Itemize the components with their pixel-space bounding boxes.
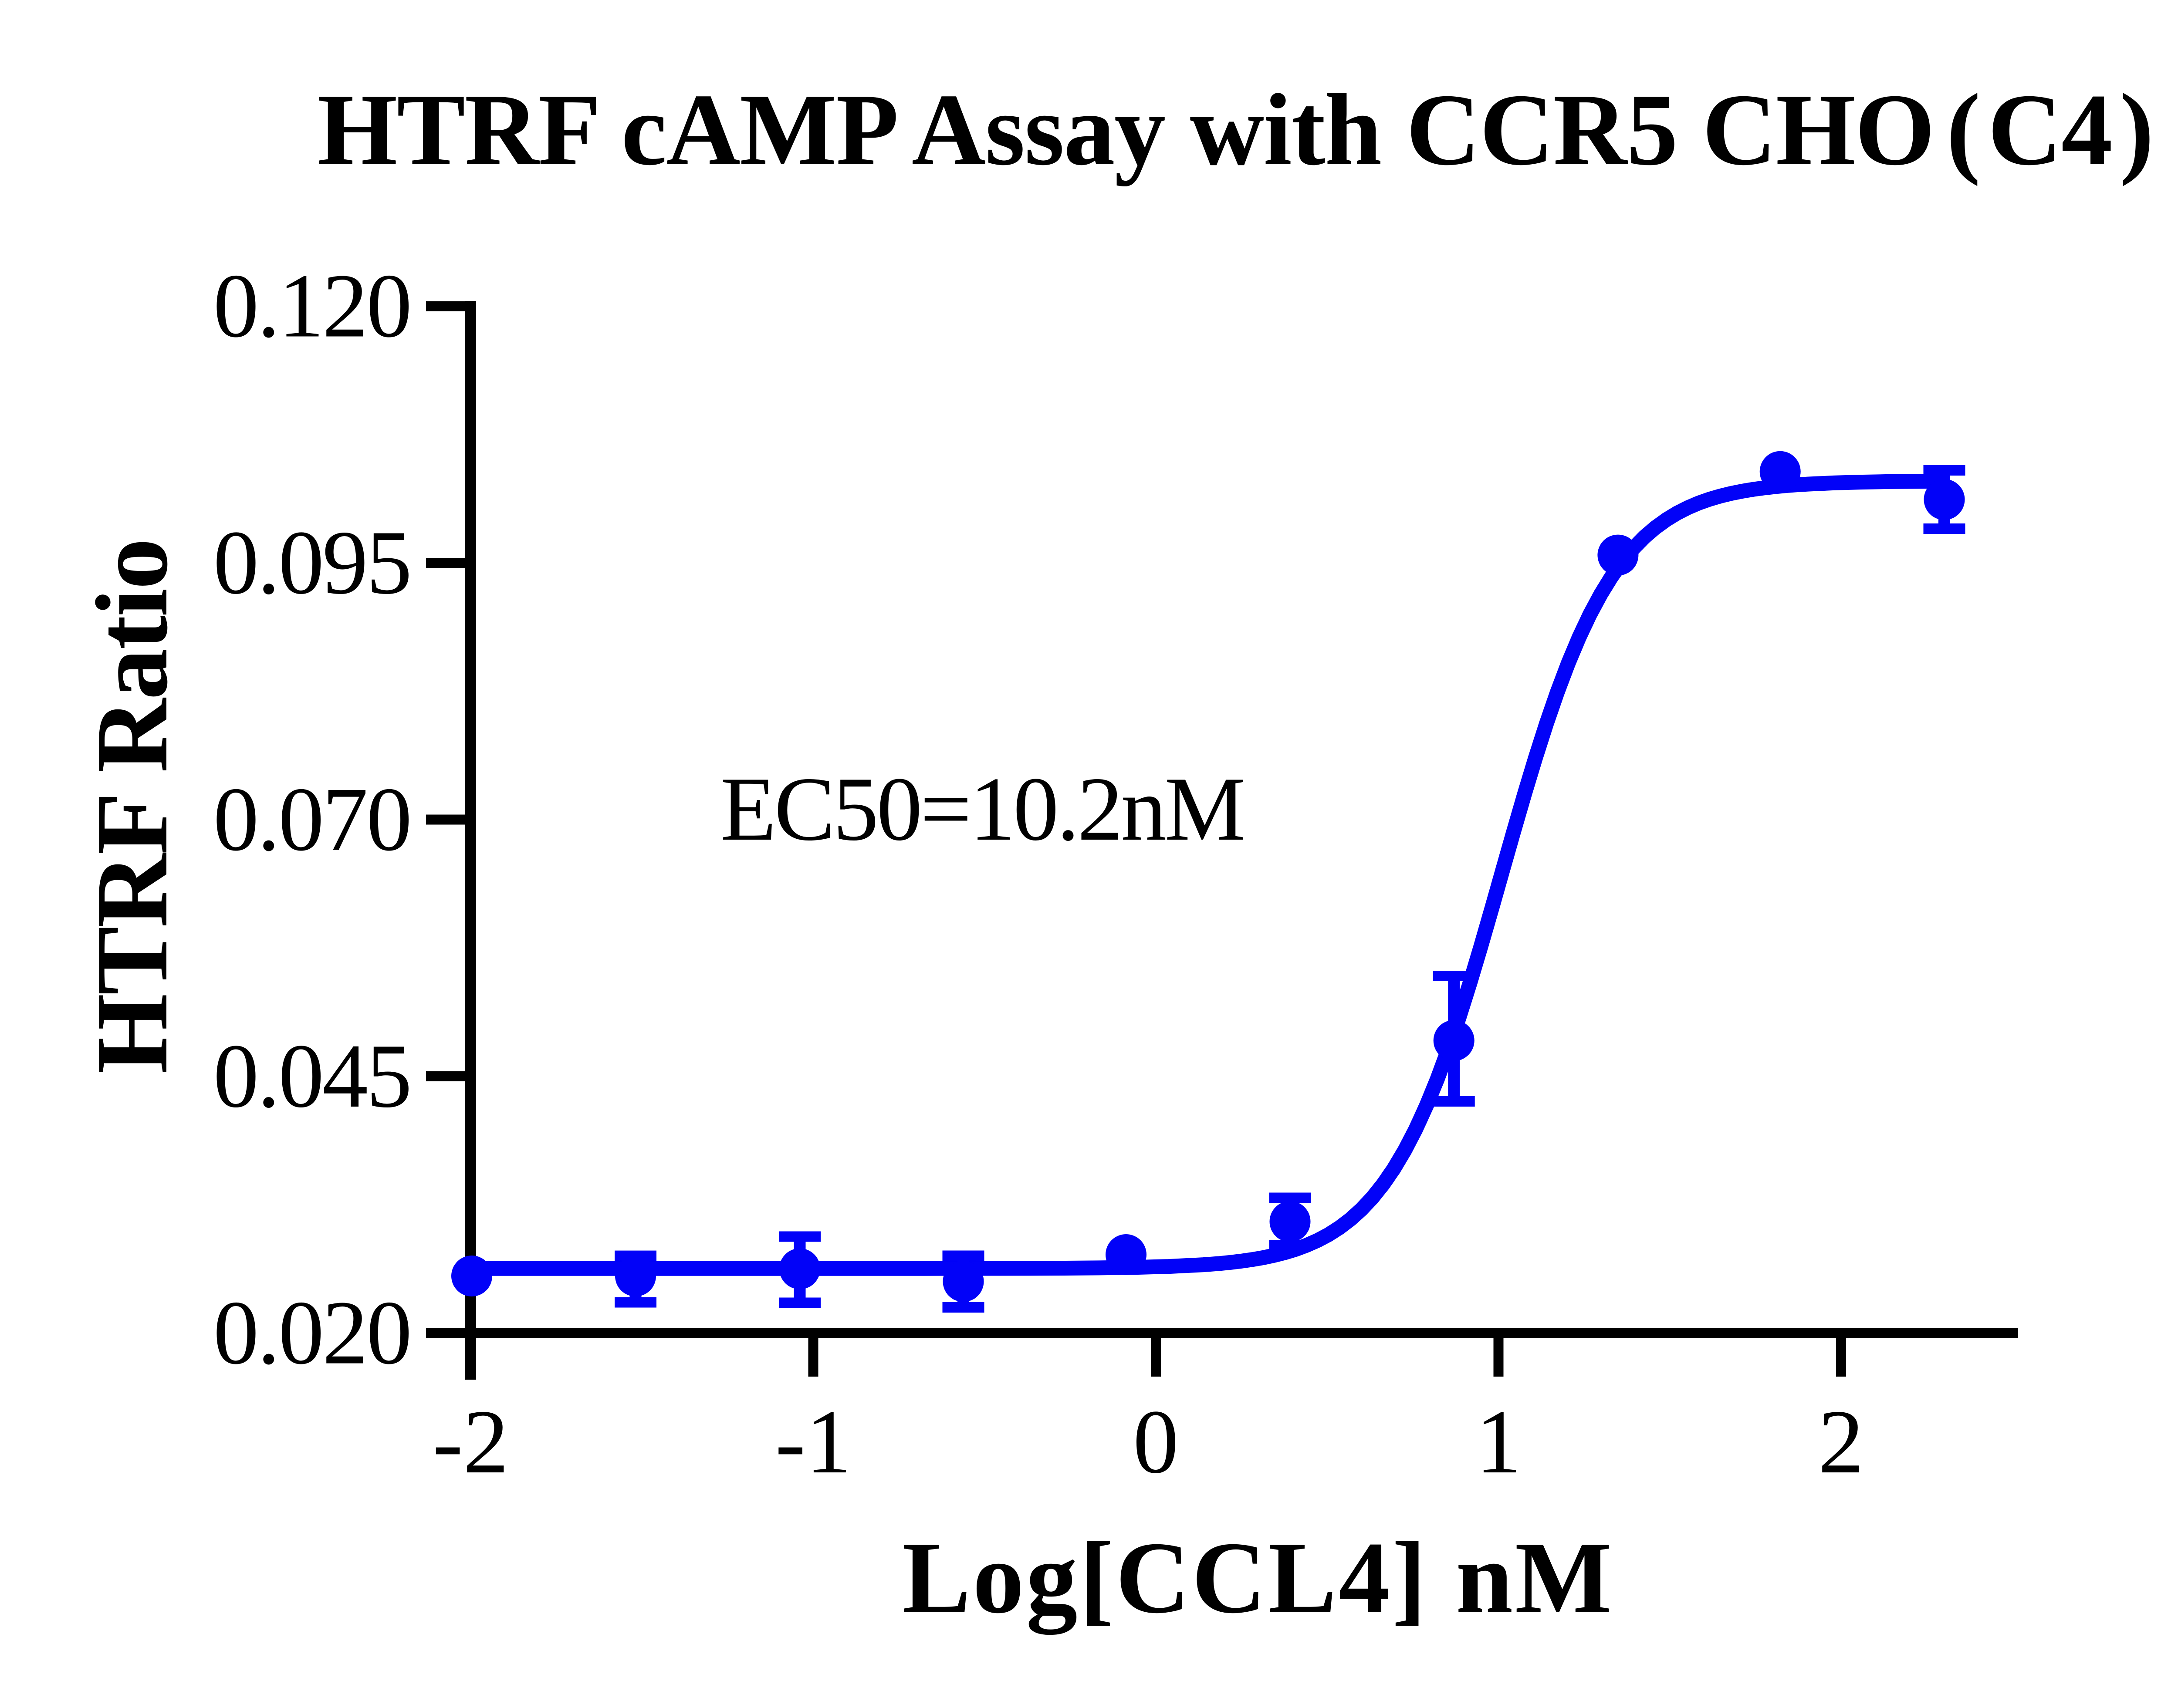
svg-text:HTRF cAMP Assay with CCR5 CHO(: HTRF cAMP Assay with CCR5 CHO (C4) bbox=[318, 73, 2153, 187]
svg-text:1: 1 bbox=[1476, 1391, 1522, 1492]
svg-text:0.095: 0.095 bbox=[213, 512, 411, 613]
svg-text:Log[CCL4] nM: Log[CCL4] nM bbox=[902, 1521, 1614, 1635]
svg-text:0.020: 0.020 bbox=[213, 1283, 411, 1384]
svg-text:0: 0 bbox=[1133, 1391, 1179, 1492]
svg-text:-2: -2 bbox=[433, 1391, 509, 1492]
svg-text:EC50=10.2nM: EC50=10.2nM bbox=[720, 759, 1244, 860]
svg-text:HTRF Ratio: HTRF Ratio bbox=[75, 540, 189, 1073]
svg-text:0.045: 0.045 bbox=[213, 1026, 411, 1127]
svg-text:0.070: 0.070 bbox=[213, 769, 411, 870]
svg-text:-1: -1 bbox=[775, 1391, 852, 1492]
svg-text:0.120: 0.120 bbox=[213, 256, 411, 357]
svg-text:2: 2 bbox=[1818, 1391, 1864, 1492]
